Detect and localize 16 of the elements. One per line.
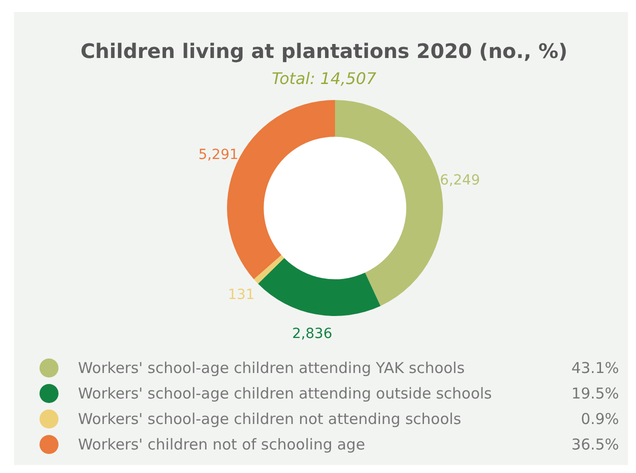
chart-title: Children living at plantations 2020 (no., %) [80, 39, 568, 63]
data-label: 5,291 [198, 147, 238, 164]
data-label: 6,249 [440, 172, 480, 188]
legend-label: Workers' children not of schooling age [78, 436, 366, 454]
donut-slice [258, 258, 381, 316]
legend-label: Workers' school-age children attending outside schools [78, 384, 492, 402]
chart-subtitle: Total: 14,507 [272, 69, 378, 88]
data-label: 131 [228, 287, 255, 304]
text: 19.5% [571, 384, 619, 402]
legend-label: Workers' school-age children not attending schools [78, 410, 462, 428]
data-label: 2,836 [292, 326, 332, 342]
legend-label: Workers' school-age children attending YAK schools [78, 359, 465, 377]
text: 0.9% [580, 410, 619, 428]
text: 36.5% [571, 436, 619, 454]
text: 43.1% [571, 359, 619, 377]
donut-slice [254, 255, 284, 284]
